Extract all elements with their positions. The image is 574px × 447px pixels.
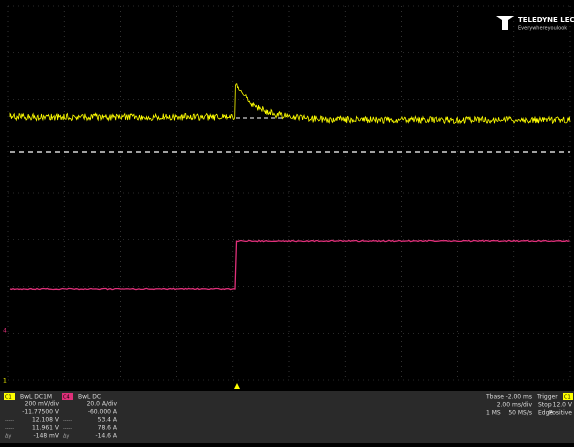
channel-coupling: BwL DC — [78, 394, 101, 401]
panel-text: Tbase — [485, 394, 504, 401]
row-key: ----- — [63, 426, 72, 432]
row-value: -60.000 A — [88, 409, 118, 416]
channel4-trace — [9, 239, 570, 291]
channel-label: C1 — [5, 395, 12, 401]
row-key: Δy — [5, 434, 11, 440]
panel-text: Edge — [538, 410, 553, 417]
panel-text: 2.00 ms/div — [497, 402, 533, 409]
panel-text: Stop — [538, 402, 552, 409]
panel-text: -2.00 ms — [506, 394, 532, 401]
logo-icon — [496, 16, 514, 30]
row-value: -148 mV — [34, 433, 60, 440]
logo-tagline: Everywhereyoulook — [518, 26, 567, 32]
channel-badge — [4, 393, 15, 400]
logo-brand: TELEDYNE LECROY — [518, 16, 574, 24]
trigger-badge — [563, 393, 573, 400]
info-panel — [0, 391, 574, 443]
row-key: ----- — [63, 418, 72, 424]
channel-label: C4 — [63, 395, 70, 401]
panel-text: 50 MS/s — [508, 410, 532, 417]
row-value: 78.6 A — [98, 425, 118, 432]
channel1-trace — [9, 83, 571, 125]
channel4-marker: 4 — [3, 328, 7, 335]
row-value: 53.4 A — [98, 417, 118, 424]
row-value: 20.0 A/div — [87, 401, 118, 408]
row-value: 12.108 V — [32, 417, 60, 424]
trigger-source: C1 — [564, 395, 571, 401]
graticule — [7, 5, 571, 381]
row-key: ----- — [5, 426, 14, 432]
traces — [9, 83, 571, 291]
row-value: 200 mV/div — [25, 401, 60, 408]
row-value: 11.961 V — [32, 425, 60, 432]
panel-text: 12.0 V — [553, 402, 573, 409]
panel-text: Positive — [549, 410, 572, 417]
panel-text: Trigger — [536, 394, 558, 401]
channel-coupling: BwL DC1M — [20, 394, 52, 401]
channel-badge — [62, 393, 73, 400]
row-key: ----- — [5, 418, 14, 424]
channel1-marker: 1 — [3, 378, 7, 385]
logo: TELEDYNE LECROY Everywhereyoulook — [496, 16, 574, 32]
row-value: -11.77500 V — [22, 409, 60, 416]
row-key: Δy — [63, 434, 69, 440]
panel-text: 1 MS — [486, 410, 501, 417]
trigger-marker — [234, 383, 240, 389]
row-value: -14.6 A — [95, 433, 117, 440]
